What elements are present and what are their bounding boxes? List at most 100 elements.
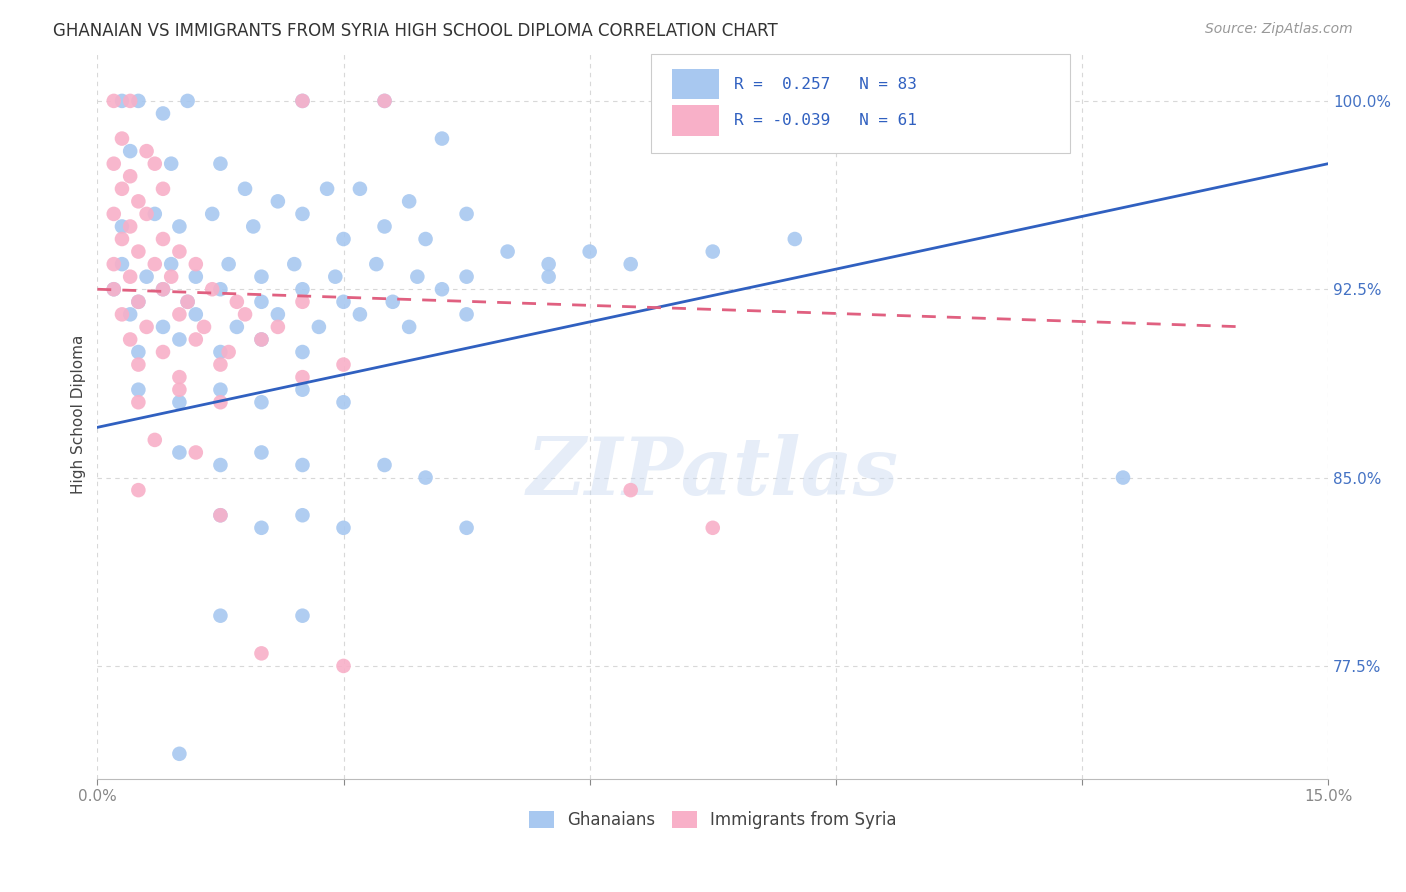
- Point: [373, 219, 395, 234]
- Point: [120, 219, 142, 234]
- Point: [160, 269, 183, 284]
- Point: [283, 257, 305, 271]
- Point: [381, 294, 404, 309]
- Point: [456, 521, 478, 535]
- Point: [209, 383, 232, 397]
- Point: [169, 219, 191, 234]
- FancyBboxPatch shape: [651, 54, 1070, 153]
- Point: [430, 282, 453, 296]
- Bar: [672, 69, 718, 100]
- Point: [218, 345, 240, 359]
- Point: [152, 282, 174, 296]
- Point: [242, 219, 264, 234]
- Point: [209, 345, 232, 359]
- Point: [456, 207, 478, 221]
- Point: [111, 232, 134, 246]
- Point: [135, 269, 157, 284]
- Point: [291, 345, 314, 359]
- Point: [349, 182, 371, 196]
- Point: [152, 282, 174, 296]
- Point: [332, 521, 354, 535]
- Point: [152, 106, 174, 120]
- Point: [398, 319, 420, 334]
- Point: [152, 319, 174, 334]
- Point: [406, 269, 429, 284]
- Point: [250, 646, 273, 660]
- Point: [373, 458, 395, 472]
- Point: [366, 257, 388, 271]
- Point: [291, 383, 314, 397]
- Point: [135, 144, 157, 158]
- Text: GHANAIAN VS IMMIGRANTS FROM SYRIA HIGH SCHOOL DIPLOMA CORRELATION CHART: GHANAIAN VS IMMIGRANTS FROM SYRIA HIGH S…: [53, 22, 778, 40]
- Point: [127, 383, 149, 397]
- Point: [143, 433, 166, 447]
- Point: [169, 370, 191, 384]
- Point: [103, 157, 125, 171]
- Point: [250, 333, 273, 347]
- Point: [127, 194, 149, 209]
- Point: [127, 94, 149, 108]
- Point: [349, 307, 371, 321]
- Point: [127, 244, 149, 259]
- Point: [143, 257, 166, 271]
- Point: [537, 257, 560, 271]
- Point: [233, 307, 256, 321]
- Point: [398, 194, 420, 209]
- Point: [120, 307, 142, 321]
- Point: [127, 395, 149, 409]
- Point: [176, 294, 198, 309]
- Y-axis label: High School Diploma: High School Diploma: [72, 335, 86, 494]
- Point: [332, 232, 354, 246]
- Point: [233, 182, 256, 196]
- Text: Source: ZipAtlas.com: Source: ZipAtlas.com: [1205, 22, 1353, 37]
- Point: [620, 483, 643, 497]
- Point: [415, 470, 437, 484]
- Point: [291, 94, 314, 108]
- Point: [250, 294, 273, 309]
- Point: [209, 395, 232, 409]
- Point: [250, 333, 273, 347]
- Point: [783, 232, 806, 246]
- Point: [120, 169, 142, 184]
- Text: R = -0.039   N = 61: R = -0.039 N = 61: [734, 113, 917, 128]
- Point: [415, 232, 437, 246]
- Point: [250, 521, 273, 535]
- Point: [430, 131, 453, 145]
- Point: [225, 319, 247, 334]
- Point: [332, 358, 354, 372]
- Point: [209, 508, 232, 523]
- Point: [456, 269, 478, 284]
- Point: [250, 269, 273, 284]
- Point: [201, 207, 224, 221]
- Point: [120, 94, 142, 108]
- Point: [152, 345, 174, 359]
- Point: [103, 94, 125, 108]
- Text: ZIPatlas: ZIPatlas: [527, 434, 898, 512]
- Point: [184, 445, 207, 459]
- Point: [291, 458, 314, 472]
- Point: [537, 269, 560, 284]
- Point: [218, 257, 240, 271]
- Point: [111, 131, 134, 145]
- Point: [169, 244, 191, 259]
- Point: [169, 395, 191, 409]
- Point: [176, 94, 198, 108]
- Point: [120, 269, 142, 284]
- Bar: [672, 105, 718, 136]
- Point: [291, 508, 314, 523]
- Point: [702, 521, 724, 535]
- Point: [135, 319, 157, 334]
- Point: [111, 257, 134, 271]
- Point: [111, 219, 134, 234]
- Point: [250, 395, 273, 409]
- Point: [127, 358, 149, 372]
- Point: [176, 294, 198, 309]
- Point: [127, 294, 149, 309]
- Point: [152, 182, 174, 196]
- Point: [620, 257, 643, 271]
- Point: [316, 182, 339, 196]
- Point: [209, 608, 232, 623]
- Point: [127, 483, 149, 497]
- Point: [160, 157, 183, 171]
- Point: [373, 94, 395, 108]
